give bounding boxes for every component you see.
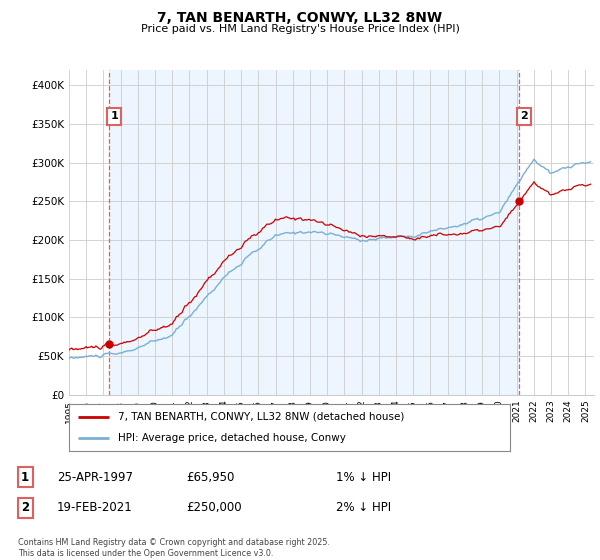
Text: 1: 1 [110,111,118,122]
Text: Contains HM Land Registry data © Crown copyright and database right 2025.
This d: Contains HM Land Registry data © Crown c… [18,538,330,558]
Text: £65,950: £65,950 [186,470,235,484]
Text: Price paid vs. HM Land Registry's House Price Index (HPI): Price paid vs. HM Land Registry's House … [140,24,460,34]
Text: 1% ↓ HPI: 1% ↓ HPI [336,470,391,484]
Text: 2% ↓ HPI: 2% ↓ HPI [336,501,391,515]
Text: 2: 2 [21,501,29,515]
Bar [109,70,519,395]
Text: 2: 2 [520,111,528,122]
Text: 7, TAN BENARTH, CONWY, LL32 8NW: 7, TAN BENARTH, CONWY, LL32 8NW [157,11,443,25]
Text: HPI: Average price, detached house, Conwy: HPI: Average price, detached house, Conw… [118,433,346,444]
Text: 19-FEB-2021: 19-FEB-2021 [57,501,133,515]
Text: 25-APR-1997: 25-APR-1997 [57,470,133,484]
Text: £250,000: £250,000 [186,501,242,515]
Text: 1: 1 [21,470,29,484]
Text: 7, TAN BENARTH, CONWY, LL32 8NW (detached house): 7, TAN BENARTH, CONWY, LL32 8NW (detache… [118,412,404,422]
